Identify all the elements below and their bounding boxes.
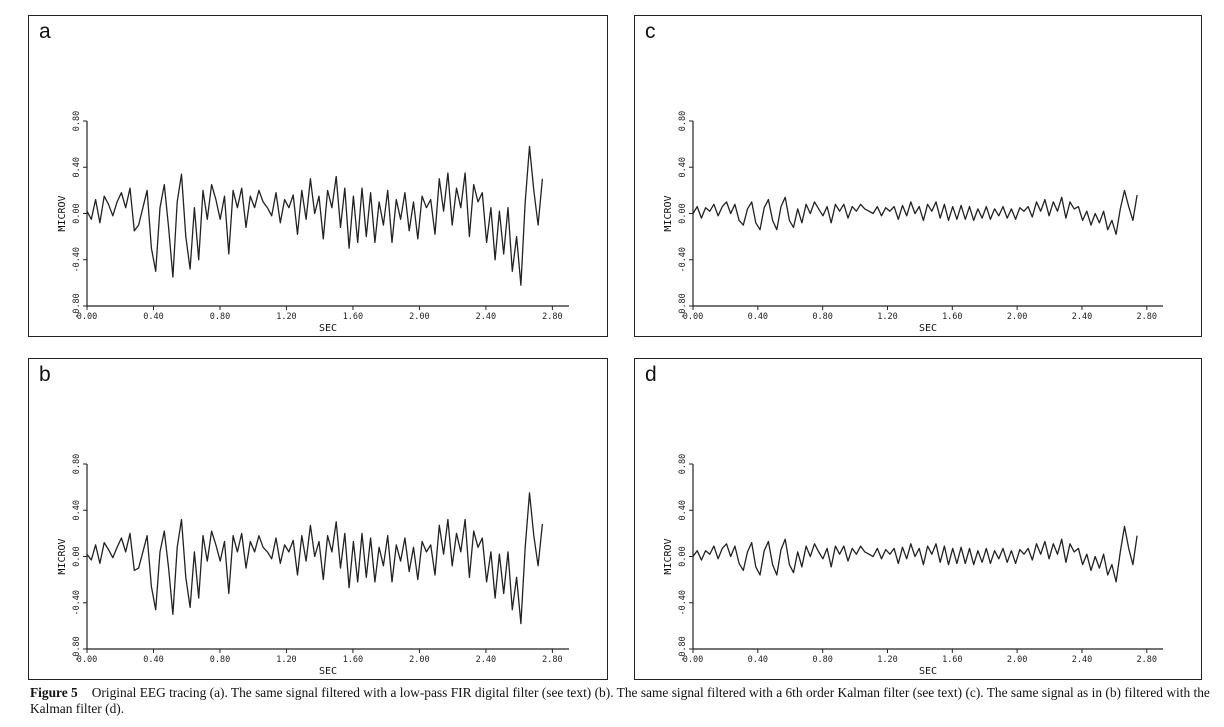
x-tick-label: 0.80 — [812, 312, 832, 322]
panel-a: a 0.00 0.40 0.80 1.20 1.60 2.00 2.40 2.80 -0.80 -… — [28, 15, 608, 337]
figure-label: Figure 5 — [30, 685, 78, 700]
y-tick-label: -0.40 — [678, 590, 688, 616]
eeg-trace — [692, 525, 1138, 583]
x-tick-label: 2.40 — [1072, 655, 1092, 665]
y-tick-label: -0.40 — [678, 247, 688, 273]
x-tick-label: 2.40 — [476, 655, 496, 665]
x-tick-label: 1.60 — [343, 655, 363, 665]
x-tick-label: 0.40 — [143, 312, 163, 322]
y-axis-label: MICROV — [57, 195, 68, 231]
y-tick-label: 0.00 — [678, 546, 688, 566]
eeg-trace — [86, 492, 544, 625]
x-tick-label: 1.20 — [276, 655, 296, 665]
x-tick-label: 2.80 — [542, 312, 562, 322]
y-tick-label: -0.80 — [72, 636, 82, 662]
x-tick-label: 0.00 — [683, 312, 703, 322]
x-tick-label: 2.40 — [1072, 312, 1092, 322]
panel-d: d 0.00 0.40 0.80 1.20 1.60 2.00 2.40 2.80 -0.80 -… — [634, 358, 1202, 680]
y-tick-label: 0.80 — [678, 111, 688, 131]
panel-b: b 0.00 0.40 0.80 1.20 1.60 2.00 2.40 2.80 -0.80 -… — [28, 358, 608, 680]
y-tick-label: 0.80 — [678, 454, 688, 474]
figure-caption: Figure 5 Original EEG tracing (a). The sa… — [30, 685, 1210, 717]
eeg-trace — [692, 189, 1138, 235]
x-tick-label: 1.20 — [877, 655, 897, 665]
chart-d: 0.00 0.40 0.80 1.20 1.60 2.00 2.40 2.80 -0.80 -0.… — [663, 454, 1163, 677]
y-tick-label: 0.80 — [72, 111, 82, 131]
x-tick-label: 1.60 — [343, 312, 363, 322]
x-tick-label: 1.60 — [942, 655, 962, 665]
x-axis-label: SEC — [919, 323, 937, 334]
x-tick-label: 0.00 — [683, 655, 703, 665]
x-tick-label: 2.40 — [476, 312, 496, 322]
x-tick-label: 1.20 — [877, 312, 897, 322]
y-tick-label: -0.80 — [678, 636, 688, 662]
caption-text: Original EEG tracing (a). The same signa… — [30, 685, 1210, 716]
y-tick-label: 0.40 — [72, 157, 82, 177]
x-tick-label: 0.80 — [812, 655, 832, 665]
y-tick-label: -0.80 — [678, 293, 688, 319]
x-tick-label: 1.60 — [942, 312, 962, 322]
eeg-trace — [86, 145, 544, 286]
x-tick-label: 0.40 — [748, 312, 768, 322]
y-axis-label: MICROV — [663, 538, 674, 574]
x-tick-label: 2.00 — [1007, 655, 1027, 665]
x-tick-label: 0.80 — [210, 312, 230, 322]
panel-c: c 0.00 0.40 0.80 1.20 1.60 2.00 2.40 2.80 -0.80 -… — [634, 15, 1202, 337]
x-tick-label: 0.00 — [77, 312, 97, 322]
x-tick-label: 0.40 — [748, 655, 768, 665]
x-tick-label: 1.20 — [276, 312, 296, 322]
x-tick-label: 0.80 — [210, 655, 230, 665]
y-tick-label: -0.40 — [72, 247, 82, 273]
x-axis-label: SEC — [919, 666, 937, 677]
panel-letter: b — [39, 363, 51, 386]
y-tick-label: 0.00 — [72, 203, 82, 223]
y-tick-label: -0.80 — [72, 293, 82, 319]
y-axis-label: MICROV — [663, 195, 674, 231]
x-tick-label: 0.40 — [143, 655, 163, 665]
x-tick-label: 2.80 — [1137, 655, 1157, 665]
y-tick-label: -0.40 — [72, 590, 82, 616]
chart-a: 0.00 0.40 0.80 1.20 1.60 2.00 2.40 2.80 -0.80 -0.… — [57, 111, 569, 334]
x-axis-label: SEC — [319, 666, 337, 677]
y-tick-label: 0.40 — [72, 500, 82, 520]
y-tick-label: 0.00 — [72, 546, 82, 566]
x-tick-label: 2.80 — [1137, 312, 1157, 322]
y-tick-label: 0.40 — [678, 500, 688, 520]
chart-b: 0.00 0.40 0.80 1.20 1.60 2.00 2.40 2.80 -0.80 -0.… — [57, 454, 569, 677]
x-tick-label: 2.80 — [542, 655, 562, 665]
x-tick-label: 2.00 — [409, 312, 429, 322]
x-tick-label: 2.00 — [409, 655, 429, 665]
panel-letter: d — [645, 363, 657, 386]
chart-c: 0.00 0.40 0.80 1.20 1.60 2.00 2.40 2.80 -0.80 -0.… — [663, 111, 1163, 334]
x-tick-label: 0.00 — [77, 655, 97, 665]
y-tick-label: 0.80 — [72, 454, 82, 474]
y-tick-label: 0.40 — [678, 157, 688, 177]
x-axis-label: SEC — [319, 323, 337, 334]
y-tick-label: 0.00 — [678, 203, 688, 223]
panel-letter: a — [39, 20, 51, 43]
x-tick-label: 2.00 — [1007, 312, 1027, 322]
y-axis-label: MICROV — [57, 538, 68, 574]
panel-letter: c — [645, 20, 656, 43]
